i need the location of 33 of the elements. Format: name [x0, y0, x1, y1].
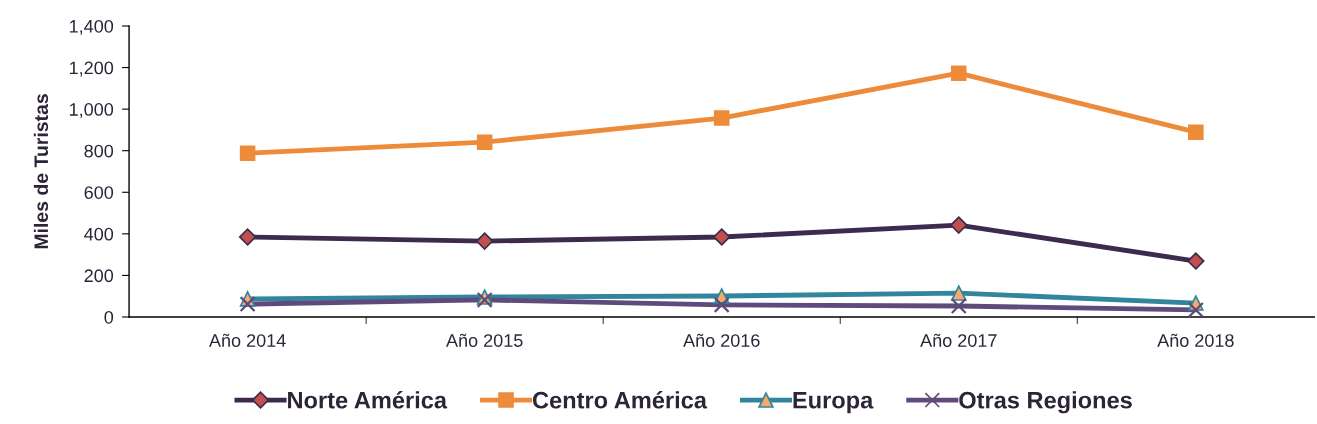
point	[476, 134, 493, 150]
y-axis-title: Miles de Turistas	[33, 94, 49, 249]
point	[950, 65, 967, 81]
point	[239, 296, 256, 313]
point	[950, 297, 967, 315]
point	[1187, 301, 1204, 317]
y-tick-label: 1,200	[69, 61, 114, 77]
point	[950, 216, 968, 234]
x-tick-label: Año 2015	[446, 333, 523, 347]
point	[475, 232, 494, 250]
point	[713, 296, 730, 313]
legend-label: Otras Regiones	[959, 391, 1132, 414]
y-tick-label: 600	[84, 186, 114, 199]
y-tick-label: 0	[104, 310, 114, 324]
x-tick-label: Año 2018	[1157, 333, 1234, 347]
point	[1188, 124, 1204, 140]
point	[713, 228, 731, 246]
point	[238, 228, 257, 246]
point	[950, 285, 967, 301]
point	[239, 145, 256, 161]
point	[1187, 252, 1205, 270]
x-tick-label: Año 2017	[920, 333, 997, 347]
y-tick-label: 200	[84, 269, 114, 283]
point	[713, 110, 730, 126]
legend-label: Europa	[793, 392, 874, 414]
x-tick-label: Año 2016	[683, 333, 760, 347]
x-tick-label: Año 2014	[208, 333, 286, 347]
y-tick-label: 1,400	[69, 19, 114, 35]
y-tick-label: 800	[84, 144, 114, 158]
y-tick-label: 1,000	[69, 103, 114, 118]
y-tick-label: 400	[84, 227, 114, 241]
legend-label: Norte América	[288, 391, 448, 409]
legend-label: Centro América	[532, 391, 708, 409]
